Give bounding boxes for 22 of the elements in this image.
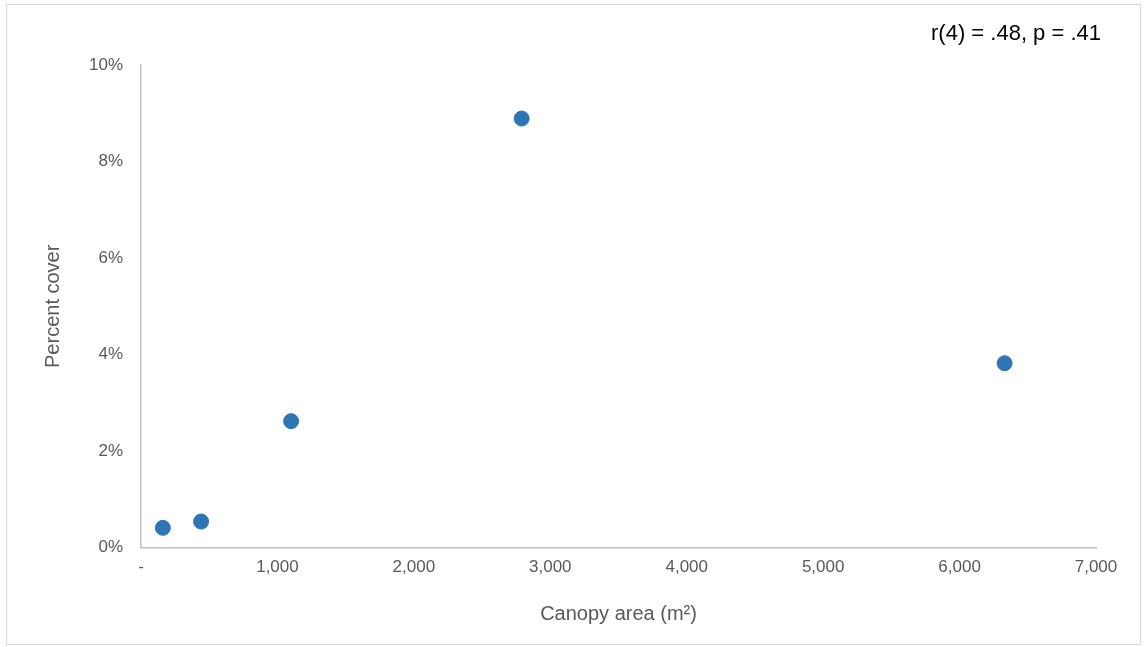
- x-tick-label: -: [138, 557, 144, 577]
- x-tick-label: 4,000: [665, 557, 708, 577]
- point: [996, 355, 1013, 372]
- y-axis-title: Percent cover: [40, 244, 63, 368]
- y-tick-label: 8%: [98, 151, 124, 171]
- y-tick-label: 4%: [98, 344, 124, 364]
- x-tick-label: 7,000: [1074, 557, 1118, 577]
- y-tick-label: 0%: [98, 537, 124, 557]
- point: [513, 110, 530, 127]
- y-tick-label: 2%: [98, 440, 124, 460]
- x-tick-label: 5,000: [801, 557, 845, 577]
- point: [154, 519, 171, 536]
- y-tick-label: 10%: [88, 54, 124, 74]
- x-tick-label: 3,000: [529, 557, 572, 577]
- text: r(4) = .48, p = .41: [931, 20, 1101, 46]
- y-tick-label: 6%: [98, 247, 124, 267]
- x-tick-label: 1,000: [256, 557, 299, 577]
- point: [193, 513, 210, 530]
- x-axis-title: Canopy area (m²): [540, 601, 697, 624]
- x-tick-label: 2,000: [392, 557, 436, 577]
- point: [283, 413, 300, 430]
- x-tick-label: 6,000: [938, 557, 981, 577]
